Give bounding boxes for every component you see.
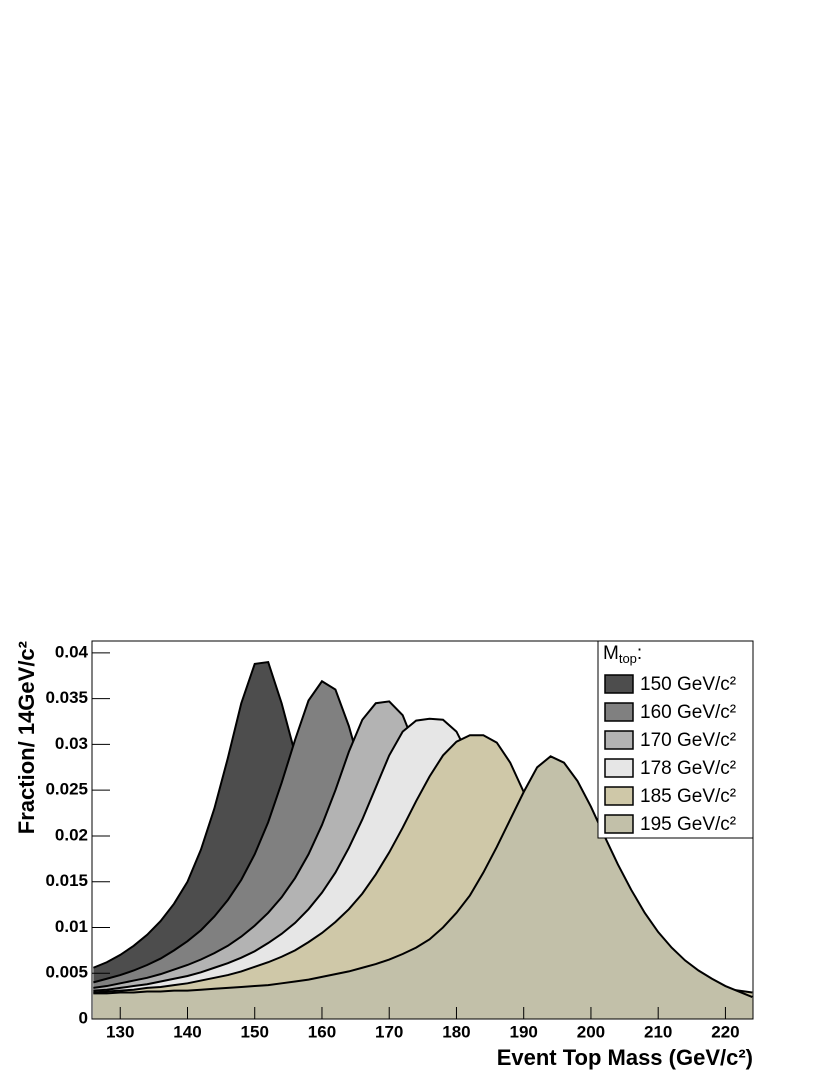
legend-title: Mtop: xyxy=(603,643,642,666)
y-tick-label: 0.01 xyxy=(55,917,88,936)
x-tick-label: 150 xyxy=(241,1022,269,1041)
legend-label: 178 GeV/c² xyxy=(640,758,736,779)
legend-label: 170 GeV/c² xyxy=(640,730,736,751)
y-axis-title: Fraction/ 14GeV/c² xyxy=(14,641,39,834)
x-tick-label: 210 xyxy=(644,1022,672,1041)
legend-swatch xyxy=(604,730,634,750)
x-axis-title: Event Top Mass (GeV/c²) xyxy=(497,1045,753,1070)
x-tick-label: 180 xyxy=(442,1022,470,1041)
legend-title-sub: top xyxy=(619,651,637,666)
legend-label: 185 GeV/c² xyxy=(640,786,736,807)
x-tick-label: 200 xyxy=(577,1022,605,1041)
x-tick-label: 170 xyxy=(375,1022,403,1041)
legend-swatch xyxy=(604,674,634,694)
legend-label: 150 GeV/c² xyxy=(640,674,736,695)
y-tick-label: 0.04 xyxy=(55,642,89,661)
legend-label: 195 GeV/c² xyxy=(640,814,736,835)
legend-title-suffix: : xyxy=(637,643,642,664)
legend-label: 160 GeV/c² xyxy=(640,702,736,723)
x-tick-label: 160 xyxy=(308,1022,336,1041)
plot-area xyxy=(92,660,753,1019)
x-tick-label: 190 xyxy=(510,1022,538,1041)
y-tick-label: 0.015 xyxy=(45,871,88,890)
y-tick-label: 0.025 xyxy=(45,780,88,799)
x-tick-label: 140 xyxy=(173,1022,201,1041)
legend-swatch xyxy=(604,786,634,806)
axes: 130 140 150 160 170 180 190 200 210 220 0 0.005 0.01… xyxy=(45,642,739,1041)
x-tick-label: 220 xyxy=(711,1022,739,1041)
y-tick-label: 0.02 xyxy=(55,825,88,844)
legend-swatch xyxy=(604,758,634,778)
y-tick-label: 0.035 xyxy=(45,688,88,707)
x-tick-label: 130 xyxy=(106,1022,134,1041)
legend-swatch xyxy=(604,702,634,722)
y-tick-label: 0.03 xyxy=(55,734,88,753)
y-tick-label: 0.005 xyxy=(45,963,88,982)
legend-swatch xyxy=(604,814,634,834)
area xyxy=(93,756,753,1019)
legend: Mtop: 150 GeV/c² 160 GeV/c² 170 GeV/c² 178 … xyxy=(597,640,754,839)
legend-title-main: M xyxy=(603,643,619,664)
y-tick-label: 0 xyxy=(79,1008,88,1027)
line xyxy=(93,755,753,998)
